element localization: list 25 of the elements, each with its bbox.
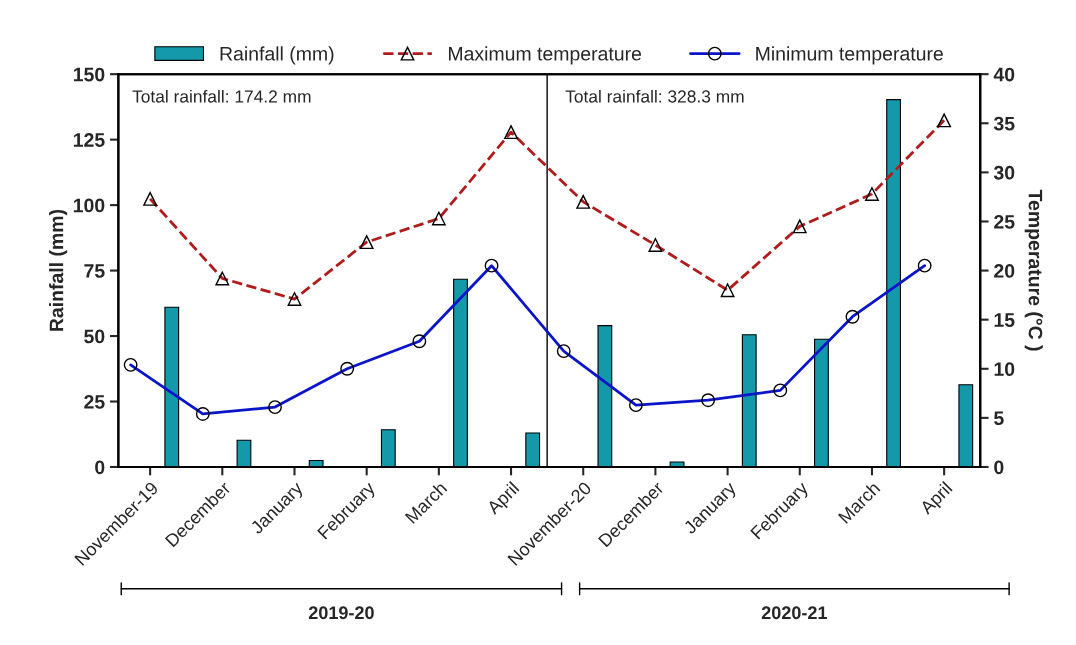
legend-label: Maximum temperature	[448, 46, 642, 65]
y-tick-label: 25	[84, 394, 105, 409]
y2-tick-label: 35	[993, 116, 1015, 131]
y2-tick-label: 40	[993, 67, 1015, 82]
y-tick-label: 100	[73, 198, 105, 213]
y-tick-label: 125	[73, 133, 105, 147]
y2-axis-title: Temperature (°C )	[1024, 189, 1043, 351]
legend-label: Rainfall (mm)	[220, 46, 334, 65]
annotation: Total rainfall: 328.3 mm	[565, 89, 744, 103]
y-tick-label: 75	[84, 264, 105, 278]
annotation: Total rainfall: 174.2 mm	[132, 89, 311, 103]
y-tick-label: 0	[95, 460, 105, 475]
text: 2019-20	[308, 606, 374, 620]
text: 2020-21	[761, 606, 827, 620]
y2-tick-label: 15	[994, 313, 1015, 327]
y2-tick-label: 20	[994, 264, 1015, 278]
y2-tick-label: 10	[994, 362, 1015, 377]
y2-tick-label: 0	[994, 460, 1004, 475]
y-tick-label: 50	[84, 329, 105, 344]
y-tick-label: 150	[73, 67, 105, 82]
y2-tick-label: 25	[994, 214, 1015, 229]
y2-tick-label: 30	[993, 165, 1015, 180]
y-axis-title: Rainfall (mm)	[49, 209, 68, 331]
legend-label: Minimum temperature	[756, 46, 943, 65]
y2-tick-label: 5	[994, 411, 1004, 426]
